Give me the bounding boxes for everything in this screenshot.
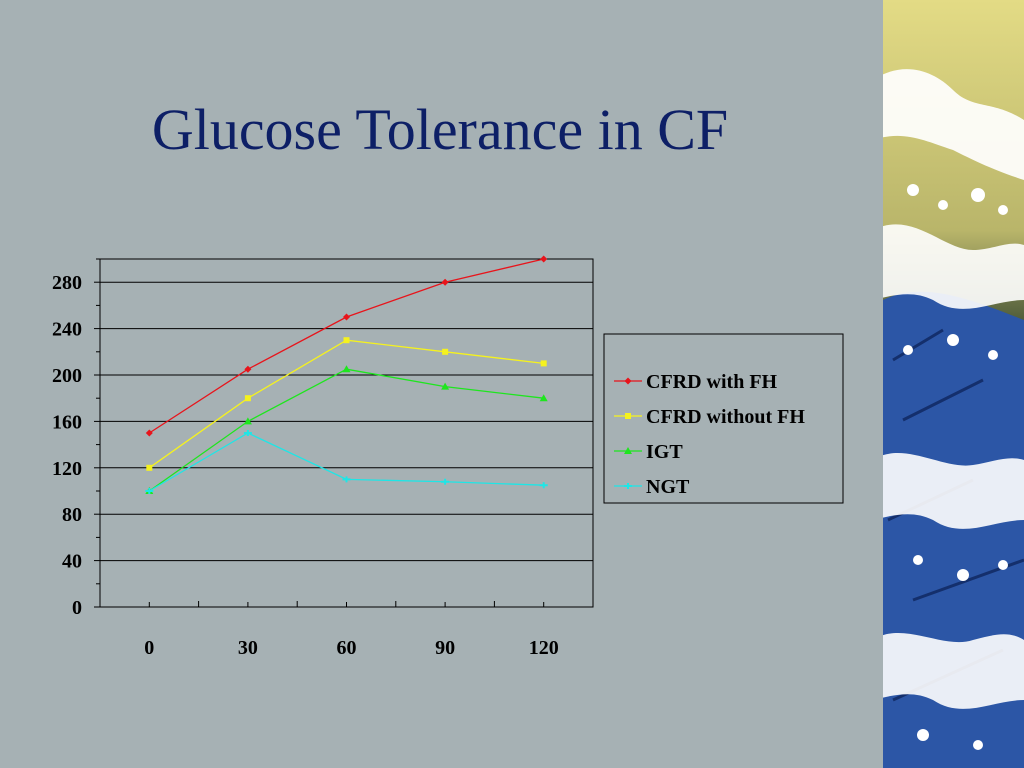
plot-border: [99, 258, 594, 608]
legend-swatch-marker: [624, 377, 632, 385]
data-point: [145, 429, 153, 437]
data-point: [343, 337, 350, 344]
x-tick-label: 60: [337, 637, 357, 659]
x-tick-label: 90: [435, 637, 455, 659]
data-point: [539, 394, 548, 402]
legend-box: [603, 333, 844, 504]
series-1: [146, 337, 547, 471]
y-tick-label: 40: [62, 551, 82, 573]
y-tick-label: 280: [52, 272, 82, 294]
foam-crest-mid: [883, 224, 1024, 309]
foam-crest-low: [883, 453, 1024, 529]
series-2: [145, 365, 548, 494]
legend-swatch-marker: [625, 413, 631, 419]
gridlines: [100, 281, 593, 562]
data-point: [540, 360, 547, 367]
data-point: [343, 313, 350, 321]
data-point: [441, 382, 450, 390]
y-tick-labels: 0 40 80 120 160 200 240 280: [52, 272, 82, 619]
legend-swatch-marker: [624, 483, 632, 489]
foam-crest-top: [883, 69, 1024, 180]
data-point: [540, 255, 548, 263]
y-tick-label: 160: [52, 411, 82, 433]
data-point: [146, 464, 153, 471]
legend-item: NGT: [614, 476, 690, 498]
data-point: [243, 430, 252, 436]
data-point: [441, 278, 449, 286]
data-point: [441, 478, 450, 485]
legend-swatch-marker: [624, 447, 632, 454]
data-point: [243, 417, 252, 425]
foam-dots: [903, 184, 1008, 750]
series-3: [145, 430, 548, 494]
y-tick-label: 120: [52, 458, 82, 480]
x-tick-label: 0: [144, 637, 154, 659]
x-tick-labels: 0 30 60 90 120: [144, 637, 558, 659]
series-0: [145, 255, 548, 437]
legend-label: CFRD without FH: [646, 406, 805, 428]
data-point: [539, 482, 548, 489]
wave-decoration: [883, 0, 1024, 768]
y-tick-label: 240: [52, 319, 82, 341]
legend-item: IGT: [614, 441, 683, 463]
data-point: [244, 365, 252, 373]
data-point: [442, 348, 449, 355]
series-line: [148, 258, 544, 434]
y-tick-label: 200: [52, 365, 82, 387]
data-point: [244, 395, 251, 402]
line-chart: 0 30 60 90 120 0 40 80 120 160 200 240 280 CFRD wit…: [52, 255, 844, 659]
x-tick-label: 120: [529, 637, 559, 659]
y-tick-label: 80: [62, 504, 82, 526]
legend-label: CFRD with FH: [646, 371, 778, 393]
data-point: [145, 488, 154, 494]
legend: CFRD with FH CFRD without FH IGT NGT: [603, 333, 844, 504]
data-point: [342, 365, 351, 373]
foam-crest-bottom: [883, 632, 1024, 709]
slide-title: Glucose Tolerance in CF: [151, 97, 729, 162]
series-line: [148, 368, 544, 492]
legend-item: CFRD with FH: [614, 371, 778, 393]
legend-item: CFRD without FH: [614, 406, 805, 428]
legend-label: IGT: [646, 441, 683, 463]
y-tick-label: 0: [72, 597, 82, 619]
axes: [94, 258, 594, 608]
plot-area: [99, 258, 594, 608]
series-layer: [145, 255, 548, 494]
x-tick-label: 30: [238, 637, 258, 659]
data-point: [342, 476, 351, 483]
legend-label: NGT: [646, 476, 690, 498]
